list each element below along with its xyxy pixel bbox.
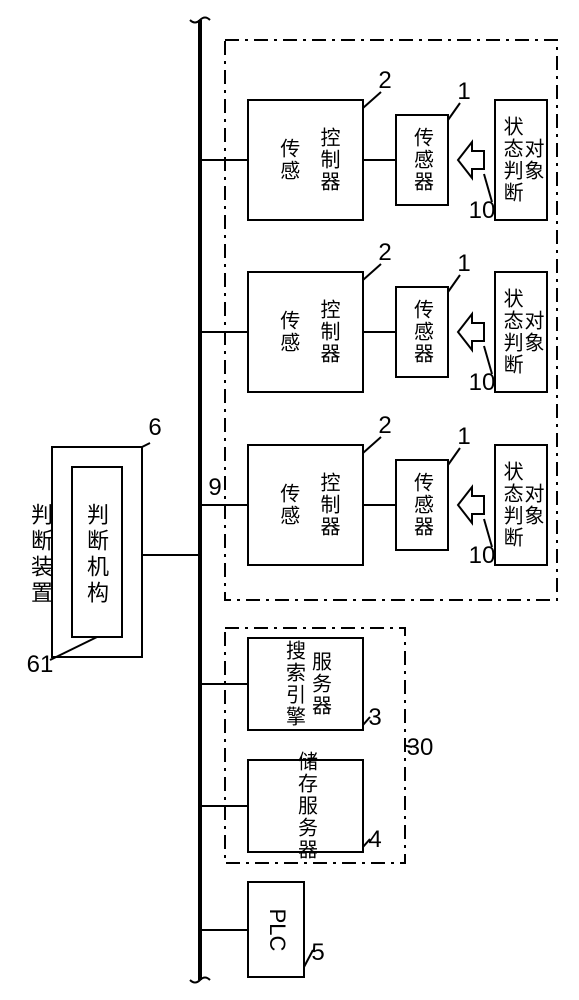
svg-text:1: 1	[457, 78, 470, 105]
svg-text:6: 6	[148, 414, 161, 441]
svg-text:5: 5	[311, 939, 324, 966]
svg-text:30: 30	[407, 734, 434, 761]
svg-text:3: 3	[368, 704, 381, 731]
svg-text:61: 61	[27, 651, 54, 678]
svg-text:2: 2	[378, 67, 391, 94]
svg-text:2: 2	[378, 239, 391, 266]
svg-text:1: 1	[457, 250, 470, 277]
svg-text:1: 1	[457, 423, 470, 450]
svg-text:2: 2	[378, 412, 391, 439]
svg-text:9: 9	[208, 474, 221, 501]
svg-text:4: 4	[368, 826, 381, 853]
